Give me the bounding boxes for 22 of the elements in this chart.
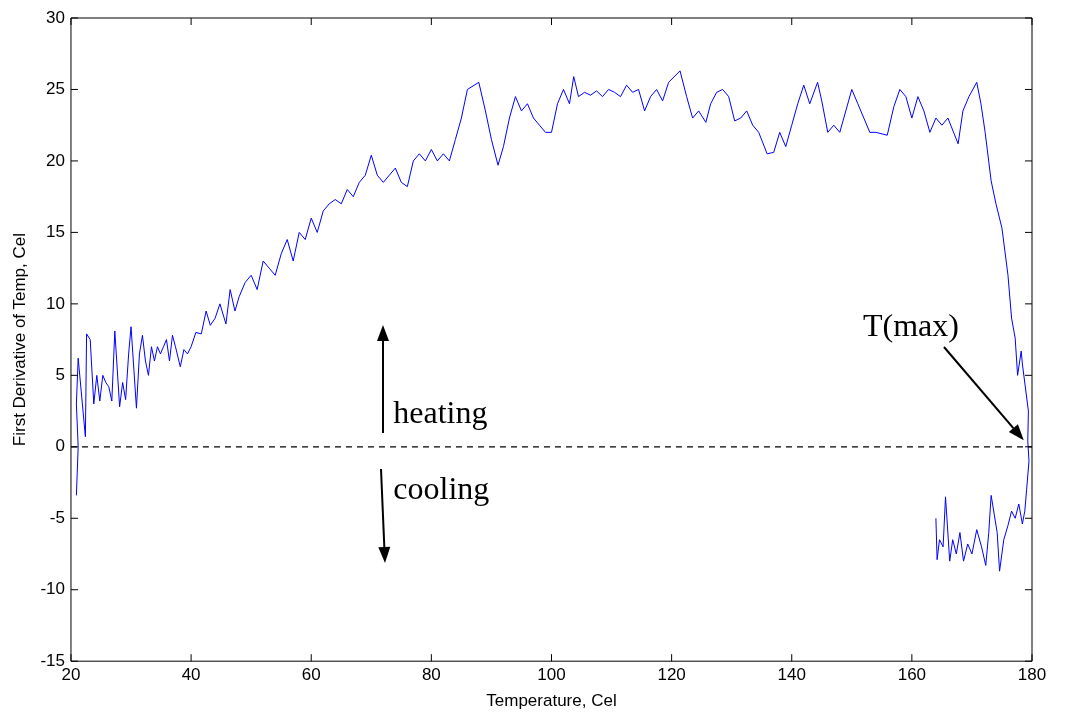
x-tick-label: 180 [1017,665,1047,685]
x-tick-label: 60 [301,665,321,685]
y-tick-label: 25 [46,79,65,99]
x-tick-label: 80 [421,665,441,685]
y-tick-label: -5 [49,507,65,527]
x-tick-label: 100 [537,665,566,685]
y-tick-label: 30 [46,7,65,27]
annotation: heating [393,393,488,430]
y-tick-label: 0 [55,436,65,456]
x-tick-label: 120 [657,665,686,685]
y-tick-label: 15 [46,222,65,242]
y-axis-title: First Derivative of Temp, Cel [9,233,29,447]
y-tick-label: 10 [46,293,65,313]
y-tick-label: -10 [40,579,65,599]
annotation: T(max) [862,307,959,344]
x-tick-label: 160 [897,665,927,685]
x-tick-label: 40 [181,665,201,685]
annotation: cooling [393,469,490,506]
y-tick-label: 5 [55,365,65,385]
x-tick-label: 140 [777,665,806,685]
y-tick-label: 20 [46,150,65,170]
x-axis-title: Temperature, Cel [486,691,617,711]
